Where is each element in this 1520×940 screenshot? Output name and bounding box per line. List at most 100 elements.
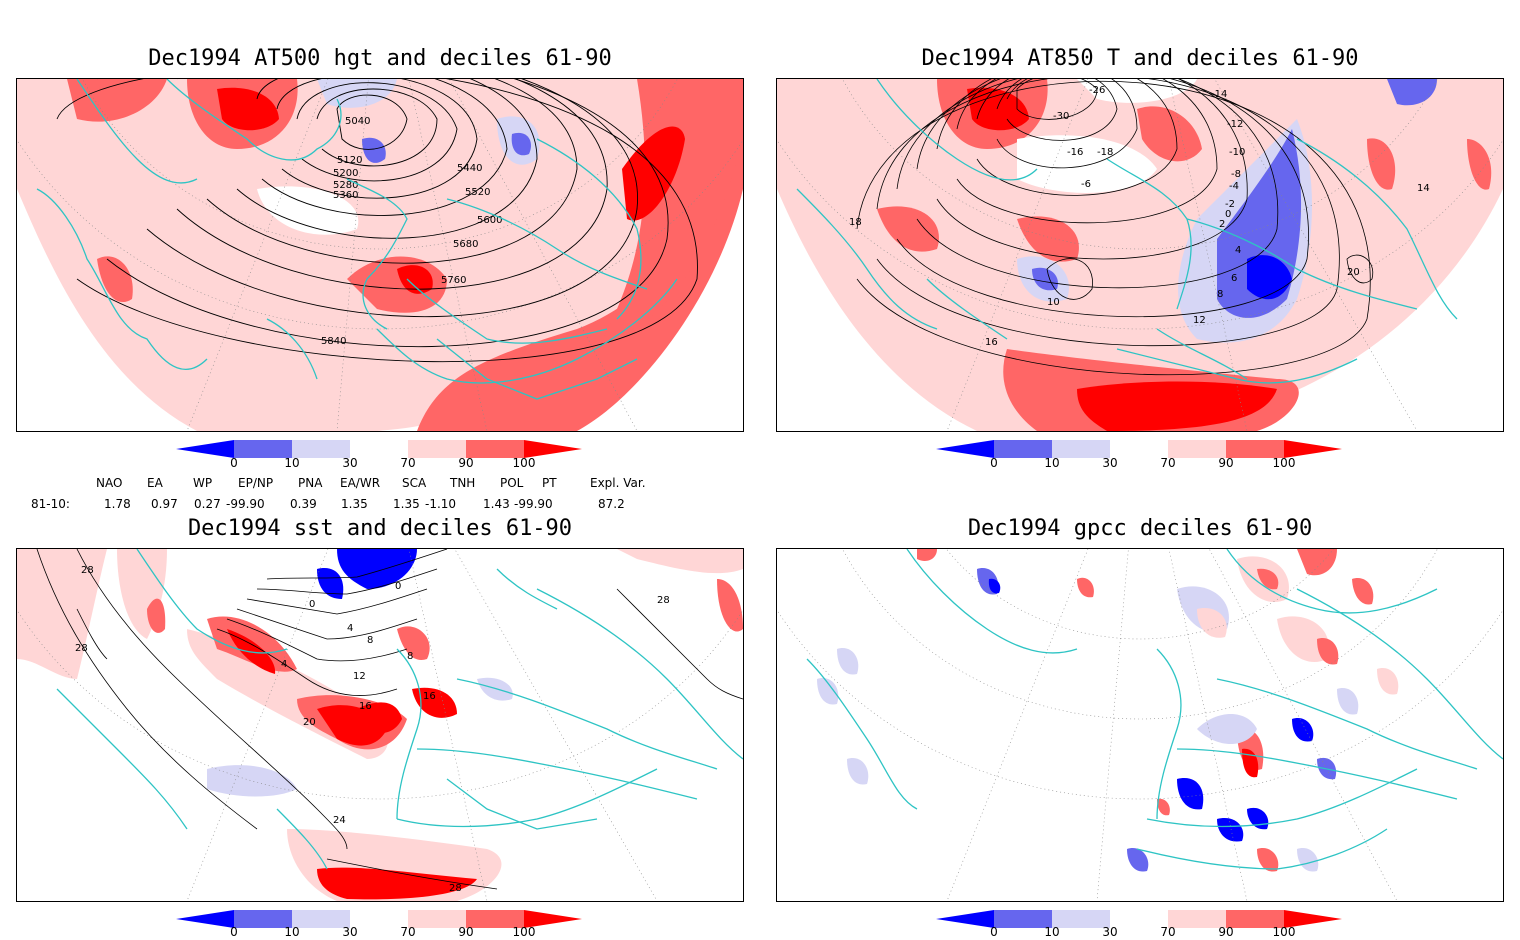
colorbar-swatches: [176, 910, 582, 928]
decile-shading: [317, 568, 344, 599]
index-value: 0.97: [151, 497, 178, 511]
colorbar-swatch: [408, 440, 466, 458]
contour-label: 5040: [345, 116, 370, 127]
decile-shading: [617, 549, 743, 574]
coastlines: [796, 79, 1458, 384]
map-panel-sst: 28 28 0 0 4 4 8 8 12 16 16 20 24 28 28: [16, 548, 744, 902]
colorbar-tick: 90: [1218, 925, 1234, 939]
decile-shading: [317, 867, 477, 900]
colorbar-swatch: [234, 910, 292, 928]
decile-shading: [717, 579, 743, 632]
colorbar-swatch: [350, 440, 408, 458]
colorbar-tick: 30: [342, 456, 358, 470]
contour-label: 5440: [457, 163, 482, 174]
index-value: 87.2: [598, 497, 625, 511]
colorbar-swatch: [466, 440, 524, 458]
map-panel-gpcc: [776, 548, 1504, 902]
decile-shading: [67, 79, 167, 122]
colorbar-tick: 10: [284, 925, 300, 939]
decile-shading: [207, 765, 297, 797]
contour-label: -2: [1225, 199, 1235, 210]
contour-label: -16: [1067, 147, 1083, 158]
contour-label: -12: [1227, 119, 1243, 130]
contour-label: 14: [1417, 183, 1430, 194]
colorbar-panel-4: 0 10 30 70 90 100: [936, 910, 1346, 940]
contour-label: -4: [1229, 181, 1239, 192]
contour-label: 5760: [441, 275, 466, 286]
contour-label: 8: [407, 651, 413, 662]
panel-3-title: Dec1994 sst and deciles 61-90: [187, 516, 573, 541]
contour-label: 5360: [333, 190, 358, 201]
contour-label: 5280: [333, 180, 358, 191]
contour-label: -14: [1211, 89, 1227, 100]
decile-shading: [337, 549, 417, 589]
contour-label: -6: [1081, 179, 1091, 190]
contour-label: 12: [1193, 315, 1206, 326]
map-panel-hgt500: 5040 5120 5200 5280 5360 5440 5520 5600 …: [16, 78, 744, 432]
decile-shading: [477, 677, 513, 701]
index-value: 1.43: [483, 497, 510, 511]
contour-label: 5120: [337, 155, 362, 166]
decile-shading: [257, 186, 359, 235]
colorbar-swatch: [350, 910, 408, 928]
contour-label: 8: [1217, 289, 1223, 300]
contour-label: 28: [657, 595, 670, 606]
decile-shading: [362, 137, 386, 163]
index-value: 1.35: [341, 497, 368, 511]
panel-4-title: Dec1994 gpcc deciles 61-90: [967, 516, 1313, 541]
colorbar-swatch: [1168, 910, 1226, 928]
contour-label: 0: [395, 581, 401, 592]
panel-2-title: Dec1994 AT850 T and deciles 61-90: [921, 46, 1359, 71]
colorbar-swatch: [524, 910, 582, 928]
contour-label: 5680: [453, 239, 478, 250]
sst-contours: [36, 549, 743, 890]
colorbar-tick: 10: [1044, 456, 1060, 470]
decile-shading: [1247, 255, 1292, 300]
contour-label: 0: [1225, 209, 1231, 220]
decile-shading: [1367, 138, 1396, 190]
decile-shading: [1387, 79, 1437, 106]
index-value: -99.90: [514, 497, 553, 511]
colorbar-swatch: [176, 910, 234, 928]
index-value: -99.90: [226, 497, 265, 511]
contour-labels: 28 28 0 0 4 4 8 8 12 16 16 20 24 28 28: [75, 565, 670, 894]
colorbar-swatch: [234, 440, 292, 458]
decile-shading: [877, 206, 939, 252]
index-header: SCA: [402, 476, 427, 490]
decile-shading: [1077, 381, 1277, 431]
colorbar-tick: 90: [458, 456, 474, 470]
contour-label: -8: [1231, 169, 1241, 180]
index-header: Expl. Var.: [590, 476, 646, 490]
panel-1-title: Dec1994 AT500 hgt and deciles 61-90: [148, 46, 612, 71]
decile-shading: [1077, 79, 1197, 103]
contour-label: 0: [309, 599, 315, 610]
contour-label: 5200: [333, 168, 358, 179]
colorbar-swatch: [292, 910, 350, 928]
contour-label: 2: [1219, 219, 1225, 230]
colorbar-tick: 100: [1272, 456, 1296, 470]
contour-label: 5840: [321, 336, 346, 347]
decile-shading: [97, 256, 133, 303]
colorbar-swatch: [994, 440, 1052, 458]
decile-shading: [511, 132, 532, 156]
colorbar-tick: 0: [990, 456, 998, 470]
colorbar-panel-1: 0 10 30 70 90 100: [176, 440, 586, 480]
index-header: EP/NP: [238, 476, 274, 490]
decile-shading: [397, 626, 430, 660]
contour-label: 16: [985, 337, 998, 348]
decile-shading: [217, 87, 279, 131]
contour-label: 18: [849, 217, 862, 228]
decile-shading: [147, 598, 166, 633]
colorbar-tick: 100: [512, 456, 536, 470]
colorbar-tick: 70: [400, 925, 416, 939]
coastlines: [56, 549, 743, 870]
contour-labels: -26 -30 -18 -14 -12 -16 -10 -8 -6 -4 -2 …: [849, 85, 1430, 348]
index-row-label: 81-10:: [31, 497, 70, 511]
contour-label: -26: [1089, 85, 1105, 96]
colorbar-tick: 10: [1044, 925, 1060, 939]
index-header: EA: [147, 476, 163, 490]
colorbar-tick: 70: [1160, 456, 1176, 470]
colorbar-swatch: [1284, 440, 1342, 458]
index-header: WP: [193, 476, 213, 490]
coastlines: [806, 549, 1503, 870]
